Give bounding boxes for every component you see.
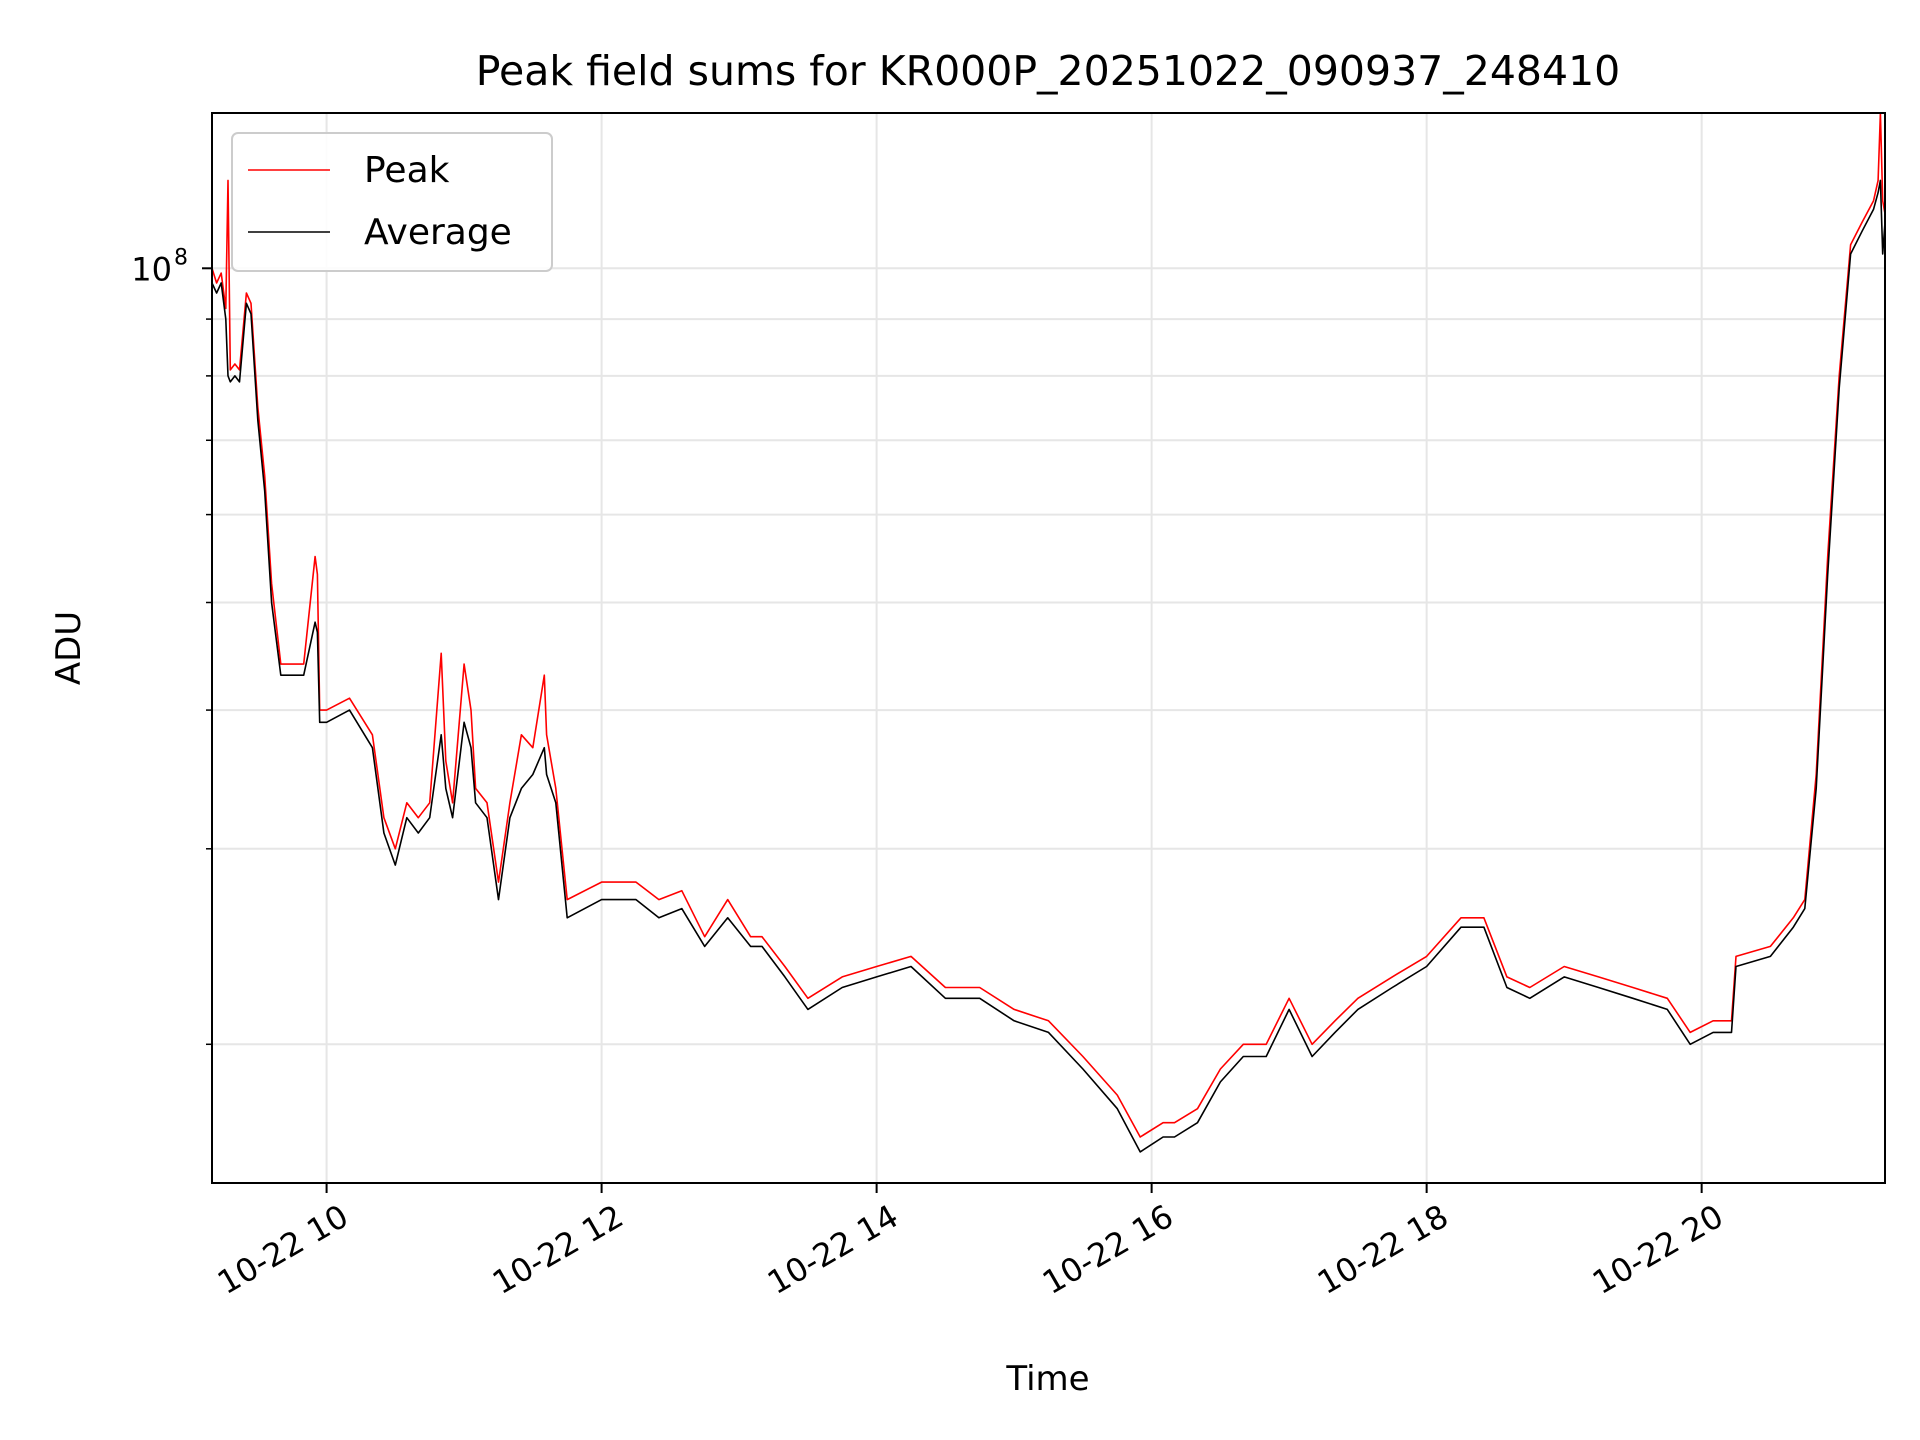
legend-label-average: Average xyxy=(364,212,512,253)
y-axis-label: ADU xyxy=(49,611,89,685)
plot-frame xyxy=(211,112,1886,1184)
legend-label-peak: Peak xyxy=(364,150,450,191)
legend-box xyxy=(231,132,553,272)
series-layer xyxy=(211,112,1886,1153)
chart-title: Peak field sums for KR000P_20251022_0909… xyxy=(476,47,1621,95)
y-tick-label-base: 10 xyxy=(131,250,172,288)
series-line-peak xyxy=(211,112,1886,1138)
legend: Peak Average xyxy=(231,132,553,272)
series-line-average xyxy=(211,179,1886,1153)
y-tick-label-exponent: 8 xyxy=(174,245,188,270)
x-axis-label: Time xyxy=(1005,1359,1089,1399)
